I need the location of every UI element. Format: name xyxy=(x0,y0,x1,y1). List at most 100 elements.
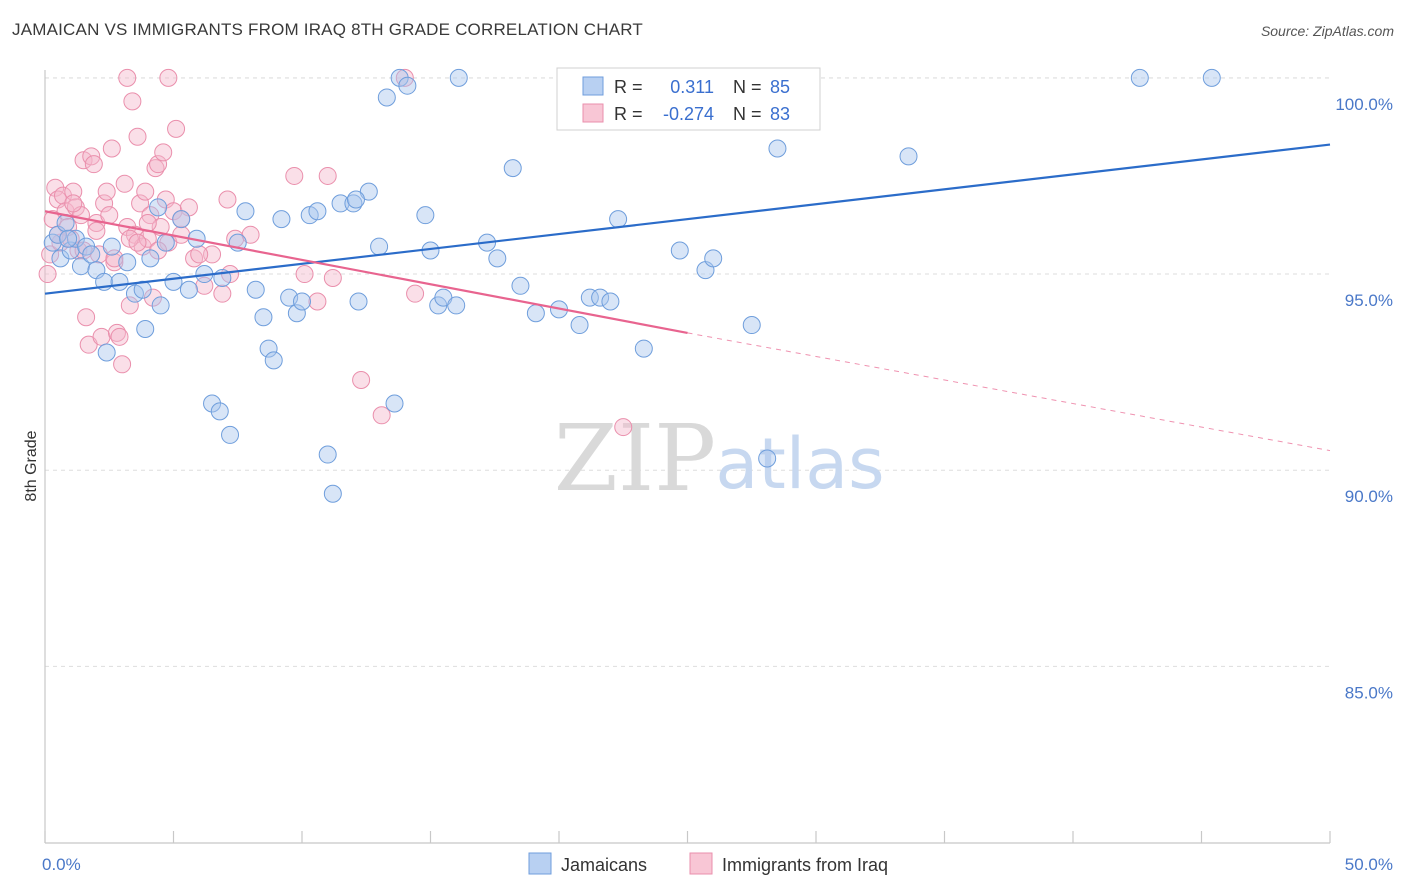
x-tick-label: 0.0% xyxy=(42,855,81,874)
data-point-jamaicans xyxy=(416,206,435,225)
data-point-iraq xyxy=(77,308,96,327)
data-point-jamaicans xyxy=(526,304,545,323)
trend-line-iraq-extrapolated xyxy=(687,332,1331,452)
legend-n-value-iraq: 83 xyxy=(770,104,790,124)
data-point-iraq xyxy=(84,155,103,174)
legend-r-value-jamaicans: 0.311 xyxy=(670,77,714,97)
data-point-jamaicans xyxy=(203,394,222,413)
data-point-iraq xyxy=(64,194,83,213)
data-point-jamaicans xyxy=(82,245,101,264)
data-point-jamaicans xyxy=(259,339,278,358)
data-point-jamaicans xyxy=(71,257,90,276)
data-point-jamaicans xyxy=(609,210,628,229)
data-point-iraq xyxy=(123,92,142,111)
data-point-iraq xyxy=(203,245,222,264)
data-point-jamaicans xyxy=(1130,68,1149,87)
data-point-jamaicans xyxy=(246,280,265,299)
data-point-jamaicans xyxy=(323,484,342,503)
stats-legend: R = 0.311 N = 85 R = -0.274 N = 83 xyxy=(556,67,821,131)
data-point-iraq xyxy=(102,139,121,158)
data-point-iraq xyxy=(164,202,183,221)
data-point-jamaicans xyxy=(601,292,620,311)
data-point-jamaicans xyxy=(768,139,787,158)
data-point-jamaicans xyxy=(149,198,168,217)
bottom-legend-label-iraq: Immigrants from Iraq xyxy=(722,855,888,875)
data-point-iraq xyxy=(318,166,337,185)
x-tick-labels: 0.0% 50.0% xyxy=(42,855,1393,874)
data-point-jamaicans xyxy=(156,233,175,252)
data-point-jamaicans xyxy=(591,288,610,307)
data-point-jamaicans xyxy=(346,190,365,209)
data-point-iraq xyxy=(92,327,111,346)
legend-n-value-jamaicans: 85 xyxy=(770,77,790,97)
watermark-atlas: atlas xyxy=(715,423,884,505)
bottom-legend-label-jamaicans: Jamaicans xyxy=(561,855,647,875)
data-point-jamaicans xyxy=(670,241,689,260)
data-point-jamaicans xyxy=(318,445,337,464)
data-point-jamaicans xyxy=(210,402,229,421)
bottom-legend-swatch-jamaicans xyxy=(528,852,552,875)
data-point-iraq xyxy=(46,178,65,197)
data-point-iraq xyxy=(159,68,178,87)
data-point-jamaicans xyxy=(488,249,507,268)
y-tick-label: 90.0% xyxy=(1345,487,1393,506)
data-point-jamaicans xyxy=(164,272,183,291)
data-point-jamaicans xyxy=(151,296,170,315)
data-point-jamaicans xyxy=(61,241,80,260)
trend-line-jamaicans xyxy=(44,143,1331,295)
data-point-iraq xyxy=(113,355,132,374)
data-point-jamaicans xyxy=(349,292,368,311)
watermark: ZIP atlas xyxy=(554,405,885,512)
legend-r-value-iraq: -0.274 xyxy=(663,104,714,124)
data-point-jamaicans xyxy=(272,210,291,229)
data-point-iraq xyxy=(97,182,116,201)
data-point-iraq xyxy=(154,143,173,162)
data-point-iraq xyxy=(136,182,155,201)
data-point-jamaicans xyxy=(634,339,653,358)
y-axis-label: 8th Grade xyxy=(23,430,40,501)
axes xyxy=(44,70,1331,844)
data-point-jamaicans xyxy=(264,351,283,370)
data-point-jamaicans xyxy=(221,425,240,444)
data-point-jamaicans xyxy=(172,210,191,229)
data-point-jamaicans xyxy=(287,304,306,323)
data-point-jamaicans xyxy=(580,288,599,307)
data-point-jamaicans xyxy=(308,202,327,221)
data-point-iraq xyxy=(100,206,119,225)
data-point-jamaicans xyxy=(398,76,417,95)
trend-lines xyxy=(44,143,1331,452)
data-point-iraq xyxy=(213,284,232,303)
legend-n-label-1: N = xyxy=(733,77,762,97)
data-point-jamaicans xyxy=(136,319,155,338)
data-point-jamaicans xyxy=(758,449,777,468)
data-point-jamaicans xyxy=(141,249,160,268)
data-point-iraq xyxy=(352,370,371,389)
data-point-jamaicans xyxy=(704,249,723,268)
data-point-jamaicans xyxy=(742,316,761,335)
data-point-iraq xyxy=(105,253,124,272)
data-point-iraq xyxy=(120,296,139,315)
legend-swatch-jamaicans xyxy=(582,76,604,96)
data-point-jamaicans xyxy=(179,280,198,299)
data-point-jamaicans xyxy=(449,68,468,87)
data-point-jamaicans xyxy=(511,276,530,295)
trend-line-iraq xyxy=(44,210,688,334)
data-point-jamaicans xyxy=(236,202,255,221)
y-tick-labels: 85.0% 90.0% 95.0% 100.0% xyxy=(1335,95,1393,703)
legend-r-label-1: R = xyxy=(614,77,643,97)
data-point-jamaicans xyxy=(377,88,396,107)
data-point-iraq xyxy=(87,221,106,240)
data-point-iraq xyxy=(614,418,633,437)
data-point-iraq xyxy=(190,245,209,264)
data-point-iraq xyxy=(41,245,60,264)
series-iraq-points xyxy=(38,68,633,437)
data-point-jamaicans xyxy=(331,194,350,213)
legend-r-label-2: R = xyxy=(614,104,643,124)
data-point-iraq xyxy=(218,190,237,209)
data-point-iraq xyxy=(149,155,168,174)
data-point-iraq xyxy=(406,284,425,303)
data-point-iraq xyxy=(128,127,147,146)
data-point-jamaicans xyxy=(59,229,78,248)
legend-swatch-iraq xyxy=(582,103,604,123)
